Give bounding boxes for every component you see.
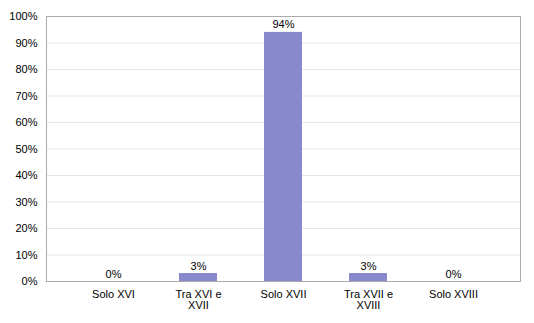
svg-text:3%: 3% <box>361 260 377 272</box>
svg-text:50%: 50% <box>15 143 37 155</box>
svg-text:0%: 0% <box>446 268 462 280</box>
svg-text:20%: 20% <box>15 222 37 234</box>
svg-text:0%: 0% <box>22 275 38 287</box>
svg-text:40%: 40% <box>15 169 37 181</box>
svg-text:100%: 100% <box>9 10 37 22</box>
svg-text:10%: 10% <box>15 249 37 261</box>
svg-text:94%: 94% <box>272 18 294 30</box>
svg-text:30%: 30% <box>15 196 37 208</box>
svg-text:90%: 90% <box>15 37 37 49</box>
svg-text:3%: 3% <box>191 260 207 272</box>
svg-text:80%: 80% <box>15 63 37 75</box>
svg-text:Tra XVII eXVIII: Tra XVII eXVIII <box>344 288 393 311</box>
svg-text:60%: 60% <box>15 116 37 128</box>
svg-text:0%: 0% <box>106 268 122 280</box>
svg-text:Solo XVII: Solo XVII <box>261 288 307 300</box>
svg-text:70%: 70% <box>15 90 37 102</box>
svg-text:Tra XVI eXVII: Tra XVI eXVII <box>175 288 221 311</box>
svg-text:Solo XVIII: Solo XVIII <box>429 288 478 300</box>
svg-text:Solo XVI: Solo XVI <box>92 288 135 300</box>
